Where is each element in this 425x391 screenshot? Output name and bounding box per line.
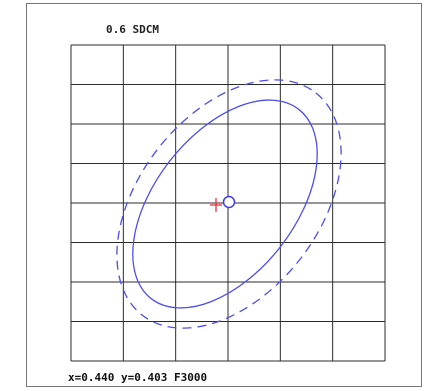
chart-title: 0.6 SDCM [106, 23, 159, 36]
target-point-circle [222, 195, 236, 209]
markers [210, 195, 236, 212]
coordinate-readout: x=0.440 y=0.403 F3000 [68, 371, 208, 384]
chart-panel [26, 3, 422, 387]
inner-solid-ellipse [132, 99, 318, 309]
